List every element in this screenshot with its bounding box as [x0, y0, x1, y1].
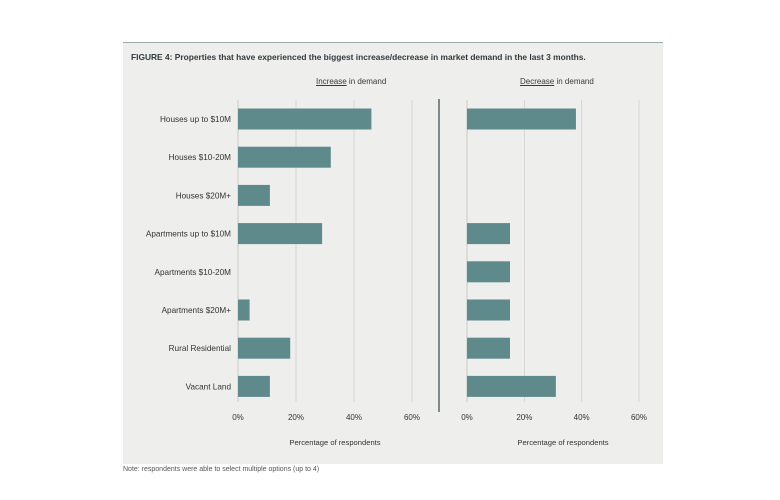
increase-bar [238, 184, 270, 206]
figure-title: FIGURE 4: Properties that have experienc… [131, 52, 586, 62]
increase-bar [238, 108, 372, 130]
decrease-title-rest: in demand [554, 77, 594, 86]
category-label: Vacant Land [186, 382, 232, 391]
footnote: Note: respondents were able to select mu… [123, 466, 320, 473]
increase-x-axis-title: Percentage of respondents [289, 438, 380, 447]
decrease-tick-label: 0% [461, 413, 473, 422]
category-label: Apartments up to $10M [146, 230, 231, 239]
decrease-bar [467, 337, 510, 359]
increase-panel-title: Increase in demand [316, 77, 386, 86]
category-label: Apartments $20M+ [162, 306, 232, 315]
increase-title-rest: in demand [346, 77, 387, 86]
increase-bar [238, 146, 331, 168]
decrease-tick-label: 20% [516, 413, 532, 422]
decrease-panel-title: Decrease in demand [520, 77, 594, 86]
category-label: Houses $20M+ [176, 191, 232, 200]
decrease-x-axis-title: Percentage of respondents [517, 438, 608, 447]
decrease-bar [467, 375, 556, 397]
increase-tick-label: 40% [346, 413, 362, 422]
category-label: Houses up to $10M [160, 115, 231, 124]
increase-bar [238, 223, 323, 245]
increase-bar [238, 375, 270, 397]
increase-tick-label: 0% [232, 413, 244, 422]
increase-title-emphasis: Increase [316, 77, 347, 86]
category-label: Rural Residential [169, 344, 232, 353]
decrease-bar [467, 261, 510, 283]
decrease-bar [467, 223, 510, 245]
decrease-tick-label: 40% [574, 413, 590, 422]
category-label: Apartments $10-20M [155, 268, 232, 277]
category-label: Houses $10-20M [169, 153, 232, 162]
decrease-bar [467, 299, 510, 321]
increase-bar [238, 337, 291, 359]
increase-bar [238, 299, 250, 321]
decrease-tick-label: 60% [631, 413, 647, 422]
decrease-bar [467, 108, 576, 130]
increase-tick-label: 60% [404, 413, 420, 422]
increase-tick-label: 20% [288, 413, 304, 422]
decrease-title-emphasis: Decrease [520, 77, 555, 86]
